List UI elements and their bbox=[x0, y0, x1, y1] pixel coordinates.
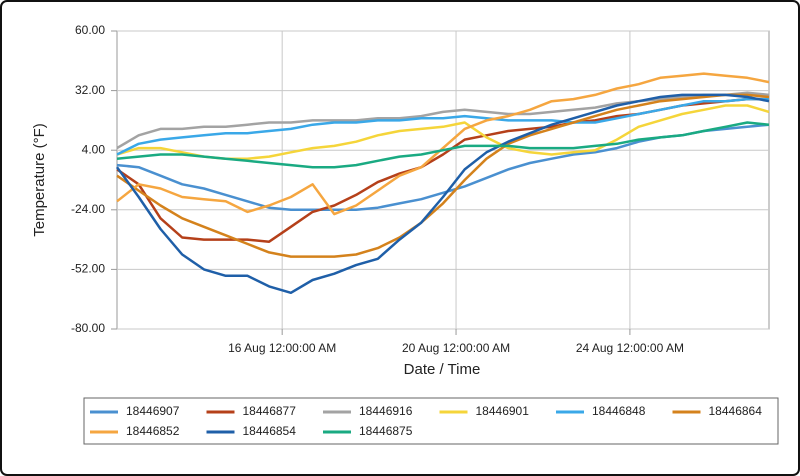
legend-label: 18446848 bbox=[592, 404, 646, 418]
legend-label: 18446877 bbox=[243, 404, 297, 418]
legend-label: 18446875 bbox=[359, 424, 413, 438]
x-tick-label: 16 Aug 12:00:00 AM bbox=[228, 341, 336, 355]
y-tick-label: -52.00 bbox=[71, 262, 105, 276]
plot-area bbox=[116, 30, 770, 330]
legend-box bbox=[83, 397, 779, 445]
series-line bbox=[116, 91, 770, 150]
y-tick-label: 4.00 bbox=[82, 142, 106, 156]
y-tick-label: 32.00 bbox=[75, 83, 105, 97]
legend-label: 18446907 bbox=[126, 404, 180, 418]
legend-label: 18446852 bbox=[126, 424, 180, 438]
y-tick-label: -24.00 bbox=[71, 202, 105, 216]
series-line bbox=[115, 93, 770, 295]
legend-label: 18446854 bbox=[243, 424, 297, 438]
x-tick-label: 20 Aug 12:00:00 AM bbox=[402, 341, 510, 355]
series-line bbox=[116, 93, 770, 258]
series-line bbox=[116, 97, 769, 156]
legend-label: 18446916 bbox=[359, 404, 413, 418]
x-axis-title: Date / Time bbox=[404, 361, 481, 378]
series-line bbox=[116, 72, 770, 216]
x-tick-label: 24 Aug 12:00:00 AM bbox=[576, 341, 684, 355]
y-tick-label: 60.00 bbox=[75, 23, 105, 37]
legend-label: 18446864 bbox=[709, 404, 763, 418]
legend-label: 18446901 bbox=[476, 404, 530, 418]
y-tick-label: -80.00 bbox=[71, 321, 105, 335]
y-axis-title: Temperature (°F) bbox=[31, 123, 48, 237]
series-line bbox=[116, 121, 770, 169]
